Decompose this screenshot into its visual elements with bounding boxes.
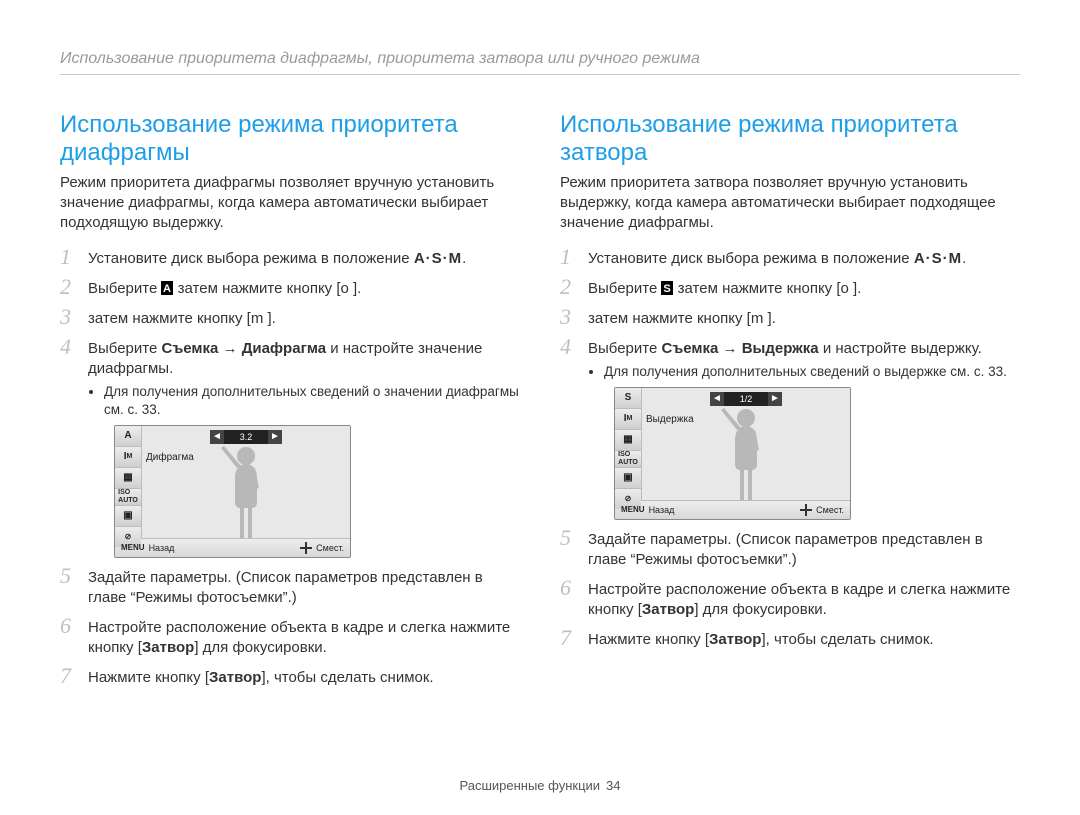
text: затем нажмите кнопку [m ].: [588, 310, 776, 327]
text: →: [218, 340, 241, 357]
right-heading: Использование режима приоритета затвора: [560, 111, 1020, 167]
text: Выберите: [88, 280, 161, 297]
right-step-5: Задайте параметры. (Список параметров пр…: [560, 530, 1020, 570]
right-step-2: Выберите S затем нажмите кнопку [o ].: [560, 279, 1020, 299]
text: Задайте параметры. (Список параметров пр…: [88, 569, 483, 606]
lcd-side-icon: ▣: [615, 468, 641, 489]
right-step-3: затем нажмите кнопку [m ].: [560, 309, 1020, 329]
text: затем нажмите кнопку [m ].: [88, 310, 276, 327]
text: →: [718, 340, 741, 357]
lcd-side-icon: IM: [115, 447, 141, 468]
lcd-side-icon: ▦: [615, 430, 641, 451]
lcd-side-icon: ▣: [115, 506, 141, 527]
right-step-4: Выберите Съемка → Выдержка и настройте в…: [560, 339, 1020, 520]
page-footer: Расширенные функции 34: [0, 778, 1080, 793]
right-step-6: Настройте расположение объекта в кадре и…: [560, 580, 1020, 620]
bold: Затвор: [209, 669, 261, 686]
back-label: Назад: [649, 500, 675, 520]
left-step-4-sub: Для получения дополнительных сведений о …: [104, 383, 520, 419]
text: Выберите: [588, 340, 661, 357]
footer-section: Расширенные функции: [459, 778, 600, 793]
bold: Съемка: [161, 340, 218, 357]
text: ], чтобы сделать снимок.: [261, 669, 433, 686]
left-step-4: Выберите Съемка → Диафрагма и настройте …: [60, 339, 520, 558]
left-step-1: Установите диск выбора режима в положени…: [60, 249, 520, 269]
svg-text:A: A: [164, 283, 172, 295]
lcd-param-label: Дифрагма: [146, 448, 194, 468]
bold: Затвор: [709, 631, 761, 648]
page-breadcrumb: Использование приоритета диафрагмы, прио…: [60, 50, 1020, 75]
left-column: Использование режима приоритета диафрагм…: [60, 111, 520, 698]
menu-label: MENU: [121, 538, 145, 558]
left-step-6: Настройте расположение объекта в кадре и…: [60, 618, 520, 658]
lcd-aperture: A IM ▦ ISOAUTO ▣ ⊘ ◄: [114, 425, 351, 558]
text: ] для фокусировки.: [694, 601, 827, 618]
right-intro: Режим приоритета затвора позволяет вручн…: [560, 173, 1020, 233]
bold: Диафрагма: [242, 340, 326, 357]
lcd-side-icons: S IM ▦ ISOAUTO ▣ ⊘: [615, 388, 642, 500]
mode-a-icon: A: [161, 281, 173, 295]
lcd-side-icon: ▦: [115, 468, 141, 489]
bold: Съемка: [661, 340, 718, 357]
lcd-mode-icon: A: [115, 426, 141, 447]
bold: Затвор: [642, 601, 694, 618]
svg-text:S: S: [664, 283, 671, 295]
text: Выберите: [588, 280, 661, 297]
text: Нажмите кнопку [: [88, 669, 209, 686]
text: .: [962, 250, 966, 267]
text: Задайте параметры. (Список параметров пр…: [588, 531, 983, 568]
lcd-side-icons: A IM ▦ ISOAUTO ▣ ⊘: [115, 426, 142, 538]
mode-s-icon: S: [661, 281, 673, 295]
right-step-4-sub: Для получения дополнительных сведений о …: [604, 363, 1020, 381]
move-label: Смест.: [816, 500, 844, 520]
text: Установите диск выбора режима в положени…: [88, 250, 414, 267]
lcd-side-icon: IM: [615, 409, 641, 430]
back-label: Назад: [149, 538, 175, 558]
left-intro: Режим приоритета диафрагмы позволяет вру…: [60, 173, 520, 233]
text: затем нажмите кнопку [o ].: [673, 280, 861, 297]
left-step-7: Нажмите кнопку [Затвор], чтобы сделать с…: [60, 668, 520, 688]
text: ] для фокусировки.: [194, 639, 327, 656]
right-column: Использование режима приоритета затвора …: [560, 111, 1020, 698]
text: Нажмите кнопку [: [588, 631, 709, 648]
person-silhouette-icon: [211, 442, 281, 538]
lcd-param-label: Выдержка: [646, 410, 694, 430]
bold: Затвор: [142, 639, 194, 656]
left-heading: Использование режима приоритета диафрагм…: [60, 111, 520, 167]
move-label: Смест.: [316, 538, 344, 558]
menu-label: MENU: [621, 500, 645, 520]
asm-label: A·S·M: [414, 250, 462, 267]
nav-pad-icon: [300, 542, 312, 554]
asm-label: A·S·M: [914, 250, 962, 267]
lcd-side-icon: ISOAUTO: [615, 451, 641, 468]
left-step-5: Задайте параметры. (Список параметров пр…: [60, 568, 520, 608]
nav-pad-icon: [800, 504, 812, 516]
left-step-2: Выберите A затем нажмите кнопку [o ].: [60, 279, 520, 299]
text: и настройте выдержку.: [819, 340, 982, 357]
lcd-shutter: S IM ▦ ISOAUTO ▣ ⊘ ◄: [614, 387, 851, 520]
right-step-7: Нажмите кнопку [Затвор], чтобы сделать с…: [560, 630, 1020, 650]
text: Выберите: [88, 340, 161, 357]
text: .: [462, 250, 466, 267]
right-step-1: Установите диск выбора режима в положени…: [560, 249, 1020, 269]
lcd-side-icon: ISOAUTO: [115, 489, 141, 506]
text: Установите диск выбора режима в положени…: [588, 250, 914, 267]
left-step-3: затем нажмите кнопку [m ].: [60, 309, 520, 329]
text: ], чтобы сделать снимок.: [761, 631, 933, 648]
text: затем нажмите кнопку [o ].: [173, 280, 361, 297]
lcd-mode-icon: S: [615, 388, 641, 409]
footer-page: 34: [606, 778, 620, 793]
bold: Выдержка: [742, 340, 819, 357]
person-silhouette-icon: [711, 404, 781, 500]
